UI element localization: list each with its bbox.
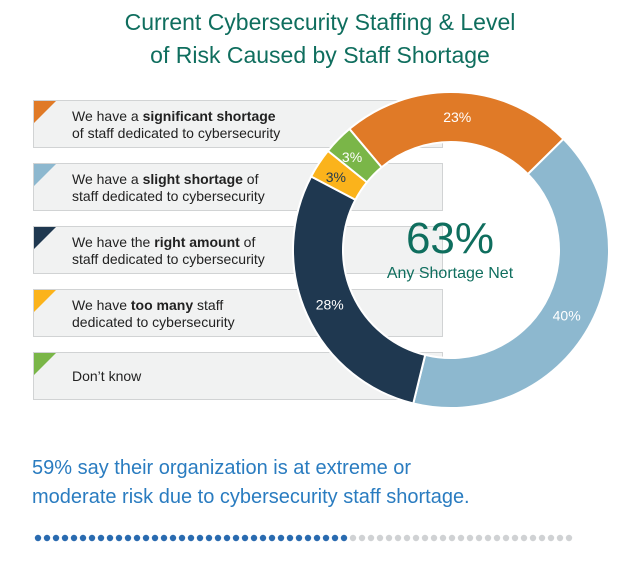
chart-title-line2: of Risk Caused by Staff Shortage <box>150 42 490 68</box>
divider-dot <box>331 534 339 542</box>
divider-dot <box>286 534 294 542</box>
slice-label-0: 23% <box>443 109 471 125</box>
donut-slice-4 <box>326 127 383 184</box>
footer-line2: moderate risk due to cybersecurity staff… <box>32 486 470 508</box>
divider-dot <box>151 534 159 542</box>
donut-slice-1 <box>412 137 610 409</box>
divider-dot <box>457 534 465 542</box>
divider-dot <box>124 534 132 542</box>
divider-dot <box>277 534 285 542</box>
divider-dot <box>295 534 303 542</box>
divider-dot <box>34 534 42 542</box>
legend-swatch <box>34 101 56 123</box>
legend-text: We have too many staff dedicated to cyber… <box>72 297 235 330</box>
donut-slice-0 <box>348 91 565 176</box>
divider-dot <box>475 534 483 542</box>
divider-dot <box>205 534 213 542</box>
divider-dot <box>349 534 357 542</box>
divider-dot <box>529 534 537 542</box>
legend-swatch <box>34 164 56 186</box>
legend-text: We have the right amount of staff dedicat… <box>72 234 265 267</box>
divider-dot <box>466 534 474 542</box>
legend-swatch <box>34 290 56 312</box>
divider-dot <box>520 534 528 542</box>
legend-text: We have a slight shortage of staff dedica… <box>72 171 265 204</box>
divider-dot <box>484 534 492 542</box>
divider-dot <box>43 534 51 542</box>
divider-dot <box>250 534 258 542</box>
legend-swatch <box>34 227 56 249</box>
slice-label-2: 28% <box>316 297 344 313</box>
divider-dot <box>421 534 429 542</box>
divider-dot <box>556 534 564 542</box>
divider-dot <box>502 534 510 542</box>
divider-dot <box>232 534 240 542</box>
chart-title-line1: Current Cybersecurity Staffing & Level <box>124 9 516 35</box>
divider-dot <box>538 534 546 542</box>
divider-dot <box>304 534 312 542</box>
footer-text: 59% say their organization is at extreme… <box>32 454 612 512</box>
legend-item-too-many: We have too many staff dedicated to cyber… <box>33 289 443 337</box>
divider-dot <box>430 534 438 542</box>
divider-dot <box>79 534 87 542</box>
center-value: 63% <box>405 214 495 263</box>
divider-dot <box>178 534 186 542</box>
divider-dot <box>169 534 177 542</box>
divider-dot <box>223 534 231 542</box>
legend-item-right-amount: We have the right amount of staff dedicat… <box>33 226 443 274</box>
divider-dot <box>565 534 573 542</box>
divider-dot <box>70 534 78 542</box>
chart-title: Current Cybersecurity Staffing & Level o… <box>0 6 640 72</box>
divider-dot <box>214 534 222 542</box>
legend-swatch <box>34 353 56 375</box>
divider-dot <box>259 534 267 542</box>
slice-label-3: 3% <box>326 169 346 185</box>
center-label: Any Shortage Net <box>386 265 514 282</box>
divider-dot <box>493 534 501 542</box>
divider-dot <box>52 534 60 542</box>
slice-label-1: 40% <box>553 308 581 324</box>
divider-dot <box>97 534 105 542</box>
divider-dot <box>61 534 69 542</box>
divider-dot <box>322 534 330 542</box>
divider-dot <box>367 534 375 542</box>
divider-dot <box>340 534 348 542</box>
divider-dot <box>133 534 141 542</box>
dot-divider <box>34 534 573 542</box>
slice-label-4: 3% <box>342 149 362 165</box>
divider-dot <box>160 534 168 542</box>
donut-slice-2 <box>292 175 427 405</box>
divider-dot <box>106 534 114 542</box>
footer-line1: 59% say their organization is at extreme… <box>32 457 412 479</box>
divider-dot <box>313 534 321 542</box>
divider-dot <box>241 534 249 542</box>
divider-dot <box>88 534 96 542</box>
divider-dot <box>547 534 555 542</box>
divider-dot <box>376 534 384 542</box>
legend-item-slight-shortage: We have a slight shortage of staff dedica… <box>33 163 443 211</box>
divider-dot <box>511 534 519 542</box>
divider-dot <box>448 534 456 542</box>
divider-dot <box>268 534 276 542</box>
divider-dot <box>196 534 204 542</box>
divider-dot <box>403 534 411 542</box>
divider-dot <box>358 534 366 542</box>
divider-dot <box>115 534 123 542</box>
legend-text: We have a significant shortage of staff d… <box>72 108 281 141</box>
legend-text: Don’t know <box>72 368 142 384</box>
divider-dot <box>394 534 402 542</box>
divider-dot <box>187 534 195 542</box>
divider-dot <box>439 534 447 542</box>
divider-dot <box>142 534 150 542</box>
divider-dot <box>385 534 393 542</box>
divider-dot <box>412 534 420 542</box>
